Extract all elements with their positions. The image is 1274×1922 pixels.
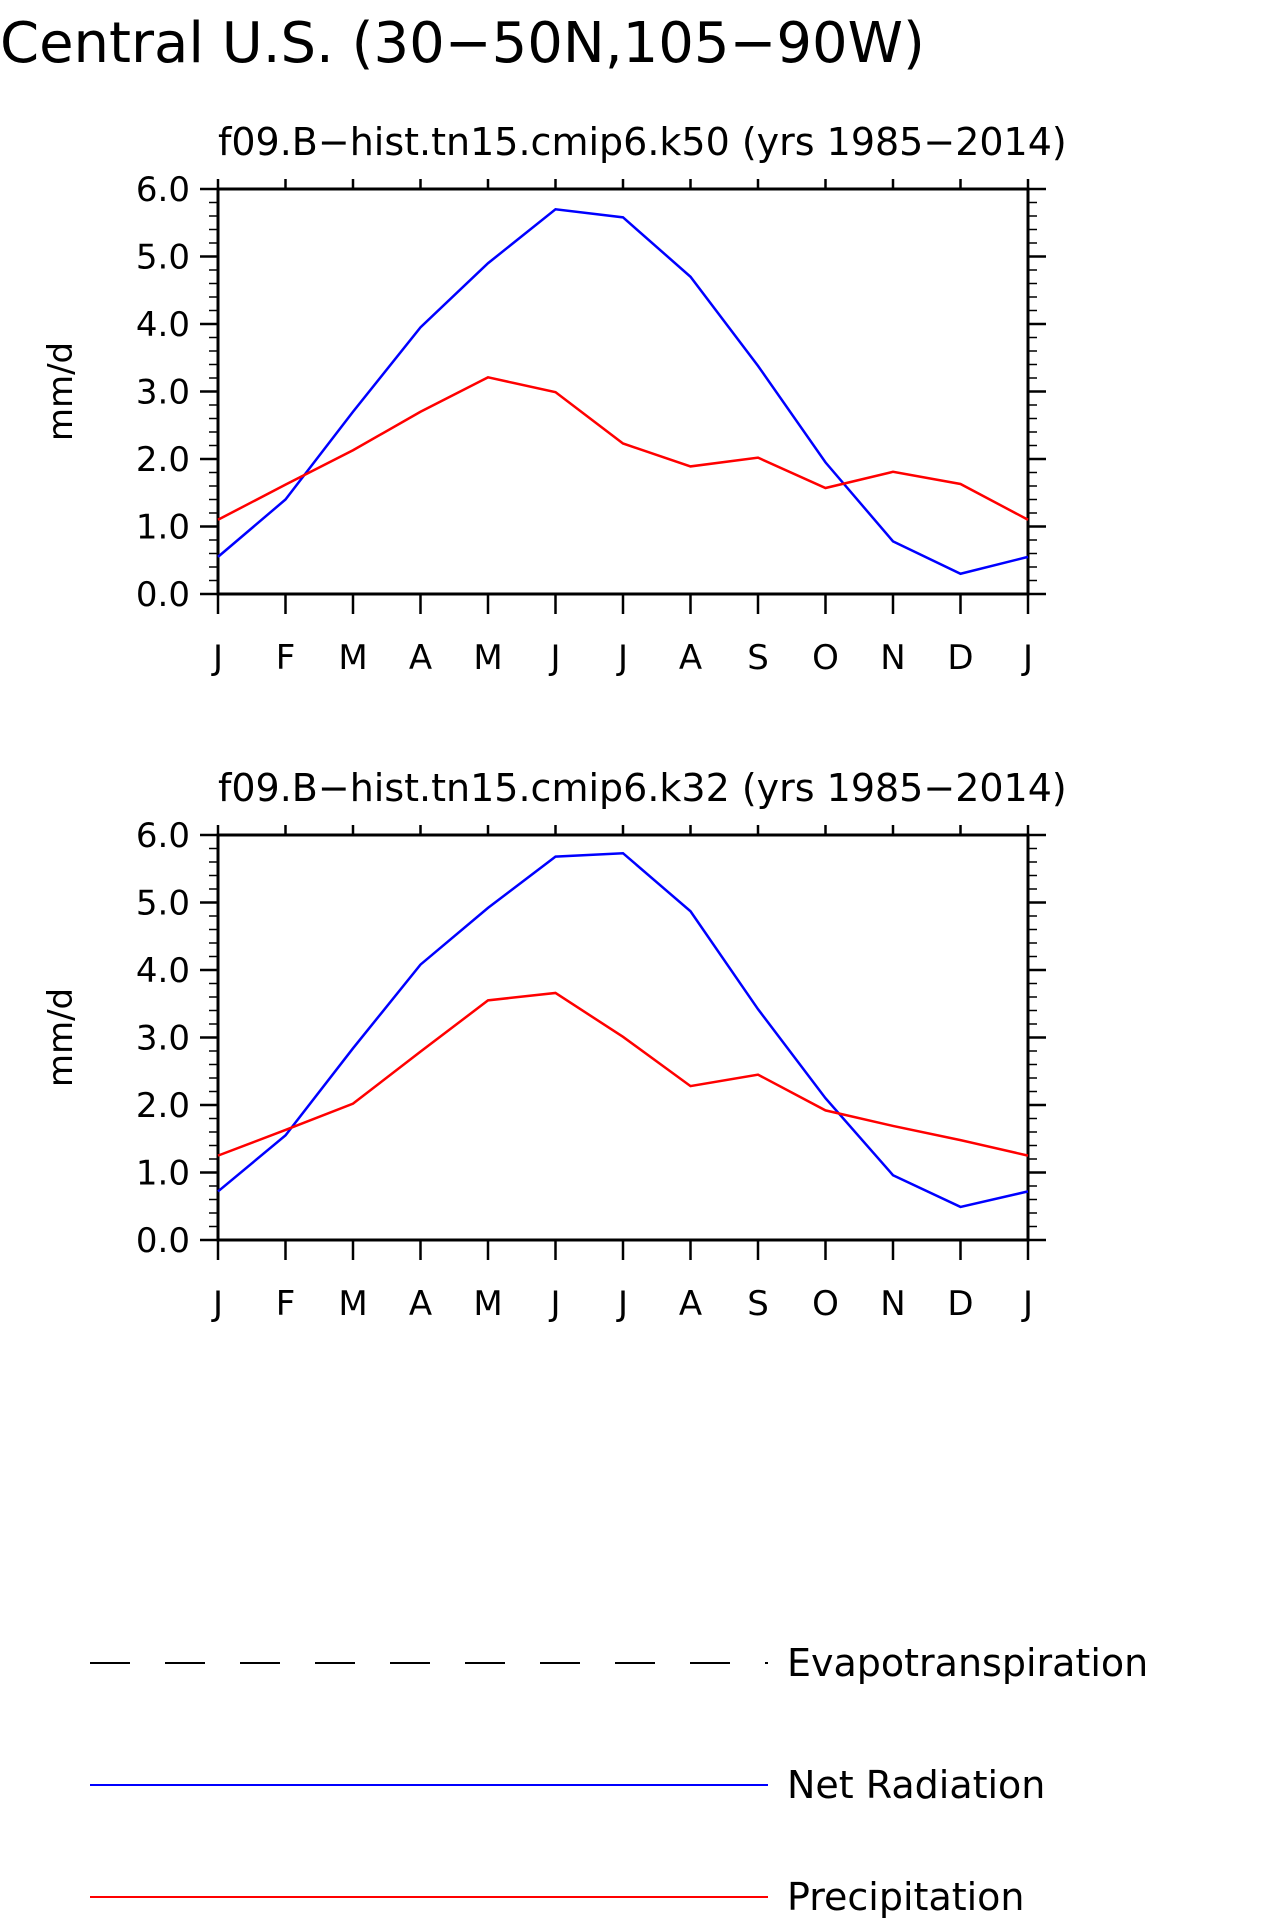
- x-tick-label: O: [812, 638, 839, 678]
- x-tick-label: S: [747, 1284, 769, 1324]
- series-line-precipitation: [217, 376, 1029, 521]
- legend: Evapotranspiration Net Radiation Precipita…: [90, 1641, 1148, 1919]
- x-tick-label: M: [473, 638, 502, 678]
- x-tick-label: J: [616, 638, 628, 678]
- y-tick-label: 1.0: [136, 508, 190, 548]
- legend-label-precipitation: Precipitation: [787, 1875, 1025, 1919]
- x-tick-label: M: [338, 638, 367, 678]
- legend-label-net-radiation: Net Radiation: [787, 1763, 1045, 1807]
- y-axis-label: mm/d: [41, 342, 81, 441]
- x-tick-label: A: [679, 638, 702, 678]
- y-tick-label: 6.0: [136, 816, 190, 856]
- chart-panel-2: f09.B−hist.tn15.cmip6.k32 (yrs 1985−2014…: [41, 766, 1067, 1324]
- x-tick-label: J: [211, 1284, 223, 1324]
- x-tick-label: J: [1021, 638, 1033, 678]
- x-tick-label: N: [880, 1284, 905, 1324]
- legend-label-evapotranspiration: Evapotranspiration: [787, 1641, 1148, 1685]
- x-tick-label: N: [880, 638, 905, 678]
- x-tick-label: M: [473, 1284, 502, 1324]
- y-axis-label: mm/d: [41, 988, 81, 1087]
- y-tick-label: 5.0: [136, 238, 190, 278]
- panel-title: f09.B−hist.tn15.cmip6.k32 (yrs 1985−2014…: [218, 766, 1067, 810]
- figure-title: Central U.S. (30−50N,105−90W): [0, 11, 925, 76]
- y-tick-label: 2.0: [136, 440, 190, 480]
- panel-title: f09.B−hist.tn15.cmip6.k50 (yrs 1985−2014…: [218, 120, 1067, 164]
- x-tick-label: S: [747, 638, 769, 678]
- x-tick-label: A: [679, 1284, 702, 1324]
- plot-frame: [216, 187, 1030, 596]
- y-tick-label: 5.0: [136, 884, 190, 924]
- y-tick-label: 4.0: [136, 305, 190, 345]
- y-tick-label: 1.0: [136, 1154, 190, 1194]
- x-tick-label: D: [947, 1284, 973, 1324]
- y-tick-label: 3.0: [136, 373, 190, 413]
- x-tick-label: O: [812, 1284, 839, 1324]
- x-tick-label: F: [276, 1284, 296, 1324]
- series-line-net-radiation: [217, 851, 1029, 1209]
- x-tick-label: M: [338, 1284, 367, 1324]
- x-tick-label: J: [1021, 1284, 1033, 1324]
- x-tick-label: D: [947, 638, 973, 678]
- y-tick-label: 0.0: [136, 1221, 190, 1261]
- y-tick-label: 4.0: [136, 951, 190, 991]
- series-line-precipitation: [217, 991, 1029, 1157]
- x-tick-label: A: [409, 638, 432, 678]
- x-tick-label: J: [616, 1284, 628, 1324]
- x-tick-label: F: [276, 638, 296, 678]
- x-tick-label: J: [211, 638, 223, 678]
- x-tick-label: J: [548, 638, 560, 678]
- x-tick-label: J: [548, 1284, 560, 1324]
- y-tick-label: 6.0: [136, 170, 190, 210]
- y-tick-label: 3.0: [136, 1019, 190, 1059]
- y-tick-label: 2.0: [136, 1086, 190, 1126]
- panels-group: f09.B−hist.tn15.cmip6.k50 (yrs 1985−2014…: [41, 120, 1067, 1324]
- x-tick-label: A: [409, 1284, 432, 1324]
- y-tick-label: 0.0: [136, 575, 190, 615]
- series-line-net-radiation: [217, 207, 1029, 576]
- chart-panel-1: f09.B−hist.tn15.cmip6.k50 (yrs 1985−2014…: [41, 120, 1067, 678]
